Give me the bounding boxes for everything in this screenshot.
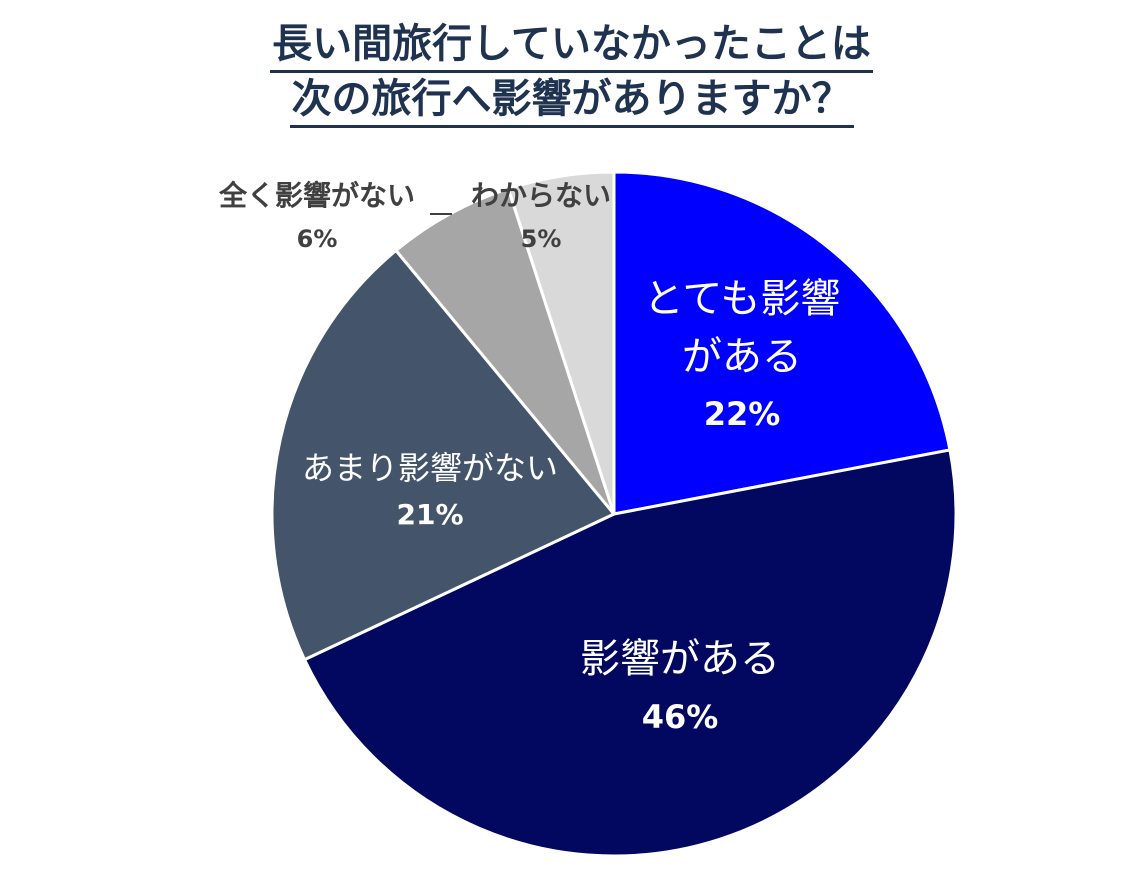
chart-title-line-2: 次の旅行へ影響がありますか？ [289, 73, 854, 128]
slice-percent-5: 5% [521, 225, 562, 253]
slice-label-2-line-1: 影響がある [580, 636, 780, 682]
pie-slices [270, 170, 958, 858]
slice-label-1-line-2: がある [682, 334, 802, 380]
slice-percent-1: 22% [704, 395, 781, 433]
slice-label-1-line-1: とても影響 [644, 276, 841, 322]
pie-slice-3 [270, 248, 616, 662]
slice-percent-3: 21% [396, 498, 463, 531]
pie-slice-1 [612, 170, 952, 516]
slice-label-3-line-1: あまり影響がない [302, 449, 558, 487]
pie-slice-2 [303, 448, 958, 858]
slice-label-4-line-1: 全く影響がない [218, 179, 415, 212]
chart-title: 長い間旅行していなかったことは 次の旅行へ影響がありますか？ [0, 18, 1143, 128]
slice-label-5-line-1: わからない [471, 179, 611, 212]
pie-slice-5 [506, 170, 616, 516]
chart-title-line-1: 長い間旅行していなかったことは [270, 18, 873, 73]
slice-percent-4: 6% [297, 225, 338, 253]
slice-percent-2: 46% [642, 698, 719, 736]
